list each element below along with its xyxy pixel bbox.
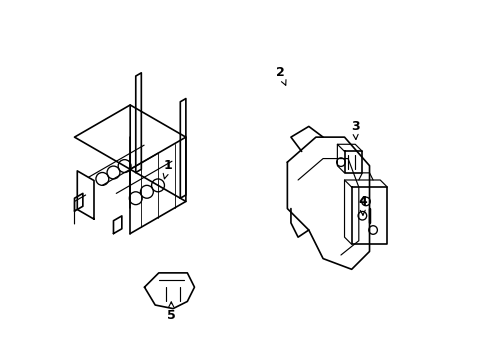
Text: 5: 5 — [166, 302, 175, 322]
Text: 2: 2 — [275, 66, 285, 85]
Text: 1: 1 — [163, 159, 172, 179]
Text: 4: 4 — [357, 195, 366, 215]
Text: 3: 3 — [350, 120, 359, 139]
